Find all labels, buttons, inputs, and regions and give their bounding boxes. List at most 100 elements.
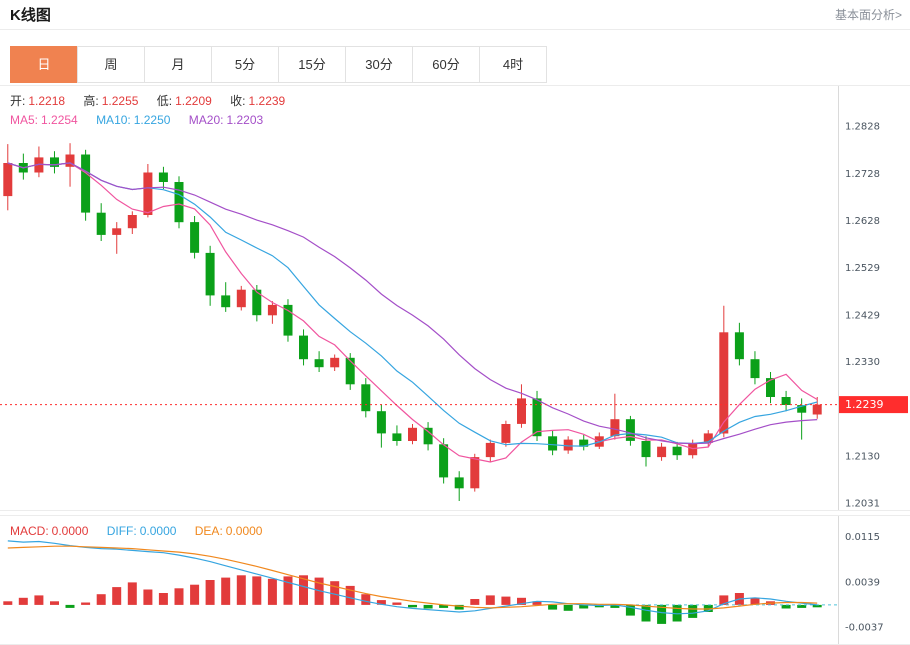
candle: [703, 433, 713, 443]
candle: [517, 398, 526, 424]
macd-bar: [158, 593, 168, 605]
ma5-line: [7, 162, 818, 463]
macd-bar: [34, 595, 44, 605]
candle: [454, 477, 464, 489]
candle: [3, 163, 13, 197]
macd-y-tick: -0.0037: [845, 622, 884, 633]
price-y-tick: 1.2429: [845, 310, 880, 321]
period-tabs: 日周月 5分 15分 30分 60分 4时: [10, 46, 910, 83]
macd-bar: [641, 604, 651, 622]
macd-bar: [579, 604, 589, 609]
period-tab-60分[interactable]: 60分: [412, 46, 480, 83]
macd-bar: [18, 597, 28, 605]
candle: [236, 289, 246, 308]
macd-bar: [205, 580, 215, 605]
macd-bar: [283, 576, 293, 605]
macd-bar: [252, 576, 262, 605]
macd-bar: [221, 577, 231, 605]
macd-bar: [267, 578, 277, 605]
candle: [158, 172, 168, 182]
candle: [532, 398, 542, 437]
page-title: K线图: [10, 7, 51, 24]
macd-bar: [517, 597, 526, 605]
macd-bar: [236, 575, 246, 605]
price-y-tick: 1.2130: [845, 452, 880, 463]
candle: [610, 419, 620, 437]
macd-bar: [65, 604, 75, 608]
macd-bar: [548, 604, 558, 610]
period-tab-5分[interactable]: 5分: [211, 46, 279, 83]
macd-bar: [719, 595, 729, 605]
macd-bar: [657, 604, 667, 624]
candle: [719, 332, 729, 434]
candle: [408, 427, 417, 441]
price-y-tick: 1.2728: [845, 169, 880, 180]
candle: [781, 397, 791, 405]
price-y-tick: 1.2330: [845, 357, 880, 368]
candlestick-chart[interactable]: 1.2828 1.2728 1.2628 1.2529 1.2429 1.2330 1.21…: [0, 86, 910, 510]
candle: [143, 172, 153, 215]
macd-bar: [299, 575, 308, 605]
candle: [330, 357, 340, 368]
candle: [283, 304, 293, 336]
candle: [361, 384, 371, 412]
candle: [221, 295, 231, 308]
header: K线图 基本面分析>: [0, 0, 910, 30]
macd-bar: [501, 596, 511, 605]
period-tab-30分[interactable]: 30分: [345, 46, 413, 83]
macd-bar: [454, 604, 464, 610]
macd-bar: [625, 604, 635, 616]
macd-bar: [812, 604, 822, 608]
candle: [501, 424, 511, 443]
candle: [65, 154, 75, 167]
macd-bar: [470, 599, 480, 605]
price-y-tick: 1.2828: [845, 122, 880, 133]
macd-bar: [143, 589, 153, 605]
candle: [657, 446, 667, 458]
candle: [641, 441, 651, 458]
period-tab-4时[interactable]: 4时: [479, 46, 547, 83]
macd-histogram: [3, 575, 822, 624]
current-price-tag-value: 1.2239: [845, 398, 884, 411]
macd-chart[interactable]: 0.0115 0.0039 -0.0037: [0, 516, 910, 644]
macd-bar: [96, 594, 106, 605]
current-price-tag: [839, 396, 908, 414]
macd-bar: [392, 602, 402, 605]
candle: [314, 359, 324, 368]
candle: [485, 442, 495, 458]
price-y-tick: 1.2031: [845, 498, 880, 509]
macd-bar: [345, 585, 355, 605]
macd-bar: [112, 587, 122, 605]
macd-bar: [361, 594, 371, 605]
candle: [299, 335, 308, 360]
candle: [672, 446, 682, 456]
candle: [439, 444, 449, 478]
ma20-line: [7, 162, 818, 445]
price-panel: 1.2828 1.2728 1.2628 1.2529 1.2429 1.2330 1.21…: [0, 85, 910, 511]
period-tab-日[interactable]: 日: [10, 46, 78, 83]
candle: [127, 215, 137, 229]
candle: [267, 304, 277, 316]
period-tab-周[interactable]: 周: [77, 46, 145, 83]
candle: [750, 359, 760, 379]
price-y-tick: 1.2628: [845, 216, 880, 227]
candle: [579, 439, 589, 447]
macd-bar: [610, 604, 620, 608]
candle: [50, 157, 59, 167]
candles-group: [3, 143, 822, 501]
candle: [190, 222, 200, 253]
macd-bar: [174, 588, 184, 605]
macd-y-tick: 0.0039: [845, 577, 880, 588]
candle: [81, 154, 91, 213]
macd-bar: [439, 604, 449, 608]
ma10-line: [7, 162, 818, 447]
fundamental-analysis-link[interactable]: 基本面分析>: [834, 8, 902, 22]
candle: [376, 411, 386, 434]
candle: [563, 439, 573, 451]
period-tab-月[interactable]: 月: [144, 46, 212, 83]
period-tab-15分[interactable]: 15分: [278, 46, 346, 83]
macd-bar: [781, 604, 791, 609]
candle: [205, 252, 215, 296]
macd-bar: [563, 604, 573, 611]
candle: [797, 405, 807, 413]
